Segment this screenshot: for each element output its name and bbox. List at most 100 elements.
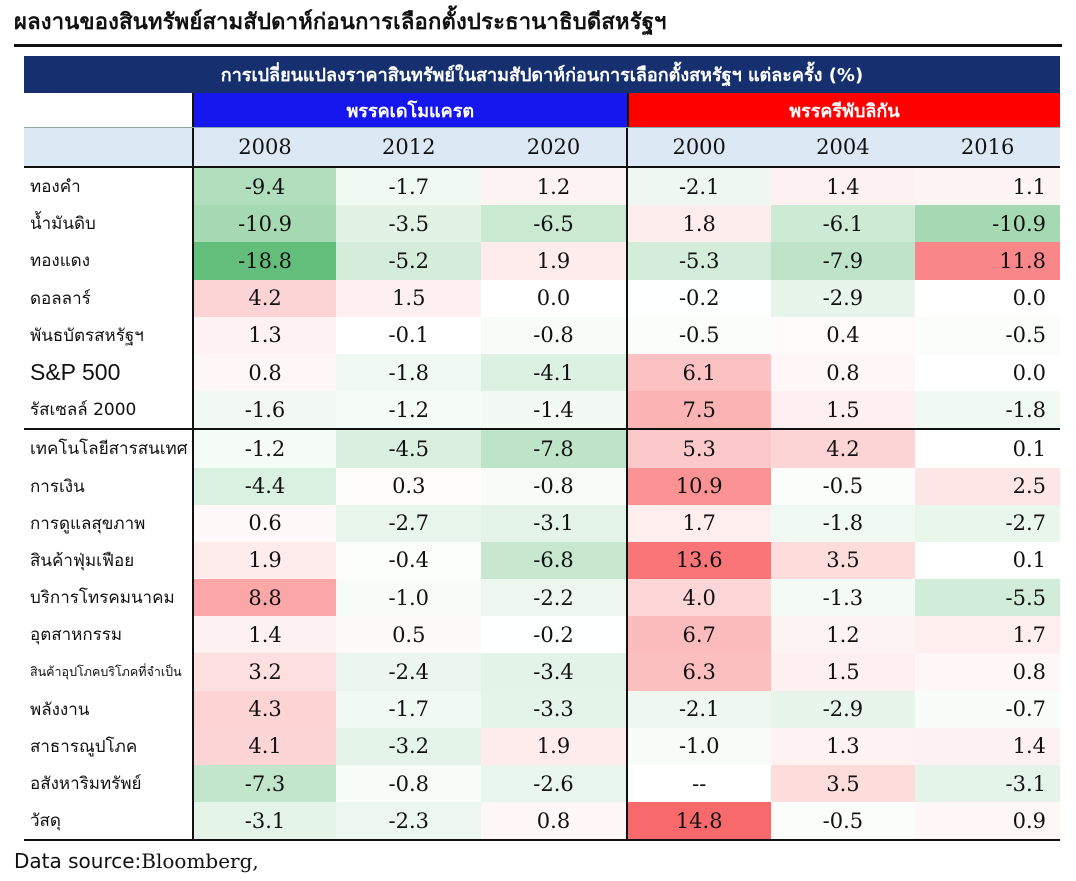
row-label: รัสเซลล์ 2000 (30, 400, 137, 421)
heatmap-cell: -3.2 (336, 727, 482, 765)
heatmap-cell: 1.4 (915, 727, 1061, 765)
heatmap-cell: -2.1 (625, 690, 771, 728)
party-header-row: พรรคเดโมแครต พรรครีพับลิกัน (24, 93, 1060, 127)
heatmap-cell: 0.3 (336, 467, 482, 505)
year-header: 2008 (191, 128, 337, 166)
heatmap-cell: -6.8 (481, 541, 626, 580)
heatmap-cell: 4.2 (770, 430, 916, 468)
heatmap-cell: -2.7 (915, 504, 1061, 542)
heatmap-cell: -1.2 (191, 430, 337, 468)
heatmap-cell: 1.5 (336, 279, 482, 317)
heatmap-cell: -0.2 (625, 279, 771, 317)
year-header: 2016 (960, 135, 1015, 159)
heatmap-cell: 8.8 (191, 579, 337, 617)
heatmap-cell: -10.9 (915, 205, 1061, 243)
heatmap-cell: -0.2 (481, 616, 626, 654)
heatmap-cell: 0.9 (915, 802, 1061, 840)
heatmap-cell: -9.4 (191, 168, 337, 206)
heatmap-cell: -4.5 (336, 430, 482, 468)
heatmap-cell: -0.7 (915, 690, 1061, 728)
row-label: พันธบัตรสหรัฐฯ (30, 325, 144, 346)
heatmap-cell: 6.1 (625, 353, 771, 392)
heatmap-cell: -1.7 (336, 690, 482, 728)
heatmap-cell: 0.5 (336, 616, 482, 654)
table-row: การเงิน -4.4 0.3 -0.8 10.9 -0.5 2.5 (24, 467, 1061, 505)
heatmap-cell: -6.5 (481, 205, 626, 243)
heatmap-cell: 3.2 (191, 653, 337, 691)
row-label: ทองคำ (30, 177, 81, 198)
heatmap-cell: -5.2 (336, 242, 482, 280)
heatmap-cell: -1.2 (336, 391, 482, 429)
table-row: รัสเซลล์ 2000 -1.6 -1.2 -1.4 7.5 1.5 -1.8 (24, 391, 1061, 429)
heatmap-cell: -0.5 (770, 467, 916, 505)
heatmap-cell: -1.3 (770, 579, 916, 617)
heatmap-cell: 2.5 (915, 467, 1061, 505)
heatmap-cell: 3.5 (770, 541, 916, 580)
heatmap-cell: -7.8 (481, 430, 626, 468)
heatmap-cell: 1.7 (915, 616, 1061, 654)
heatmap-cell: 1.7 (625, 504, 771, 542)
table-row: พันธบัตรสหรัฐฯ 1.3 -0.1 -0.8 -0.5 0.4 -0.5 (24, 316, 1061, 354)
heatmap-cell: 1.9 (191, 541, 337, 580)
heatmap-cell: -0.4 (336, 541, 482, 580)
heatmap-cell: 1.4 (191, 616, 337, 654)
heatmap-cell: -6.1 (770, 205, 916, 243)
heatmap-cell: -0.8 (481, 316, 626, 354)
heatmap-cell: 11.8 (915, 242, 1061, 280)
heatmap-cell: -1.7 (336, 168, 482, 206)
heatmap-cell: -2.9 (770, 690, 916, 728)
heatmap-cell: 1.3 (191, 316, 337, 354)
heatmap-cell: 4.0 (625, 579, 771, 617)
heatmap-cell: 0.0 (915, 279, 1061, 317)
table-title: การเปลี่ยนแปลงราคาสินทรัพย์ในสามสัปดาห์ก… (24, 56, 1060, 93)
heatmap-cell: 4.2 (191, 279, 337, 317)
row-label: S&P 500 (30, 359, 121, 386)
table-bottom-rule (24, 839, 1060, 842)
heatmap-cell: -18.8 (191, 242, 337, 280)
heatmap-cell: 0.0 (915, 353, 1061, 392)
heatmap-body: ทองคำ -9.4 -1.7 1.2 -2.1 1.4 1.1 น้ำมันดิบ -10.9… (24, 168, 1061, 840)
heatmap-cell: -4.4 (191, 467, 337, 505)
heatmap-table: การเปลี่ยนแปลงราคาสินทรัพย์ในสามสัปดาห์ก… (24, 56, 1061, 842)
heatmap-cell: 5.3 (625, 430, 771, 468)
heatmap-cell: 0.8 (481, 802, 626, 840)
year-header: 2004 (816, 135, 870, 159)
data-source-name: Bloomberg, (141, 849, 259, 873)
heatmap-cell: -1.4 (481, 391, 626, 429)
heatmap-cell: -4.1 (481, 353, 626, 392)
heatmap-cell: 4.1 (191, 727, 337, 765)
heatmap-cell: 1.9 (481, 242, 626, 280)
row-label: อสังหาริมทรัพย์ (30, 774, 142, 795)
heatmap-cell: -3.3 (481, 690, 626, 728)
heatmap-cell: -0.5 (625, 316, 771, 354)
year-header: 2012 (382, 135, 436, 159)
row-label: วัสดุ (30, 811, 61, 832)
table-row: S&P 500 0.8 -1.8 -4.1 6.1 0.8 0.0 (24, 353, 1061, 392)
heatmap-cell: 0.6 (191, 504, 337, 542)
heatmap-cell: 0.8 (915, 653, 1061, 691)
heatmap-cell: -2.9 (770, 279, 916, 317)
table-row: สินค้าฟุ่มเฟือย 1.9 -0.4 -6.8 13.6 3.5 0.1 (24, 541, 1061, 580)
heatmap-cell: -1.0 (625, 727, 771, 765)
table-row: บริการโทรคมนาคม 8.8 -1.0 -2.2 4.0 -1.3 -5.5 (24, 579, 1061, 617)
heatmap-cell: 0.8 (191, 353, 337, 392)
heatmap-cell: -3.1 (191, 802, 337, 840)
party-republican: พรรครีพับลิกัน (626, 93, 1060, 127)
heatmap-cell: -0.5 (915, 316, 1061, 354)
heatmap-cell: -5.3 (625, 242, 771, 280)
table-row: ทองคำ -9.4 -1.7 1.2 -2.1 1.4 1.1 (24, 168, 1061, 206)
heatmap-cell: -3.1 (915, 765, 1061, 803)
heatmap-cell: 0.1 (915, 541, 1061, 580)
row-label: สินค้าฟุ่มเฟือย (30, 550, 135, 571)
heatmap-cell: 1.9 (481, 727, 626, 765)
heatmap-cell: 0.1 (915, 430, 1061, 468)
table-row: อุตสาหกรรม 1.4 0.5 -0.2 6.7 1.2 1.7 (24, 616, 1061, 654)
party-democrat: พรรคเดโมแครต (191, 93, 627, 127)
heatmap-cell: 1.2 (770, 616, 916, 654)
row-label: ทองแดง (30, 251, 91, 272)
title-rule (14, 44, 1062, 47)
heatmap-cell: -7.9 (770, 242, 916, 280)
heatmap-cell: -2.1 (625, 168, 771, 206)
table-row: วัสดุ -3.1 -2.3 0.8 14.8 -0.5 0.9 (24, 802, 1061, 840)
heatmap-cell: -3.5 (336, 205, 482, 243)
